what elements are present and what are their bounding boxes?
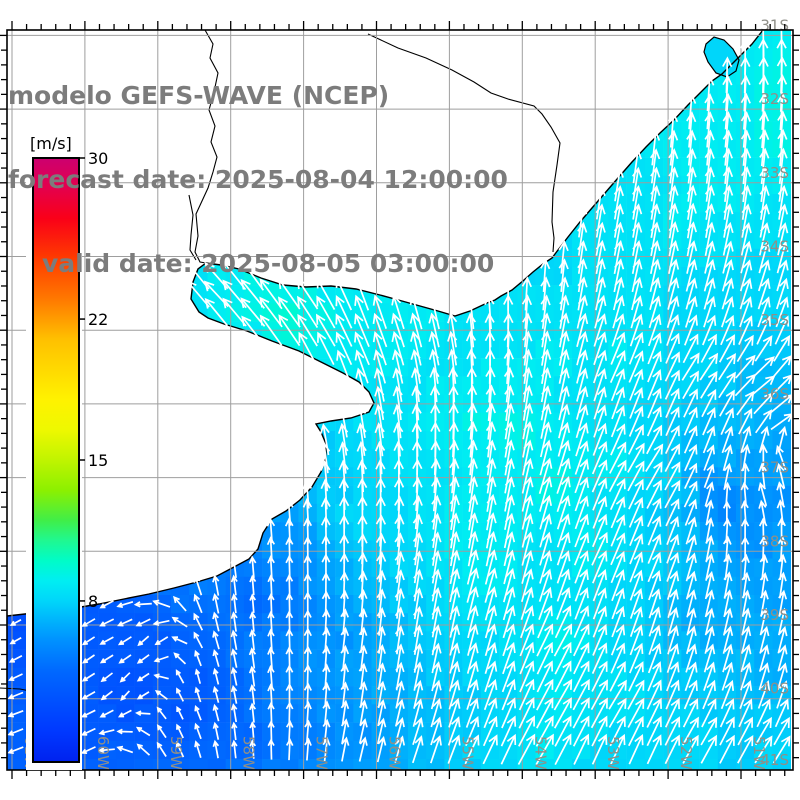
colorbar-tick-22: 22	[88, 310, 108, 329]
map-title: modelo GEFS-WAVE (NCEP) forecast date: 2…	[8, 26, 508, 334]
lon-label-54W: 54W	[531, 736, 549, 770]
title-forecast-date: forecast date: 2025-08-04 12:00:00	[8, 165, 508, 194]
lon-label-51W: 51W	[750, 736, 768, 770]
lat-label-39S: 39S	[760, 606, 789, 624]
lat-label-33S: 33S	[760, 164, 789, 182]
lon-label-53W: 53W	[604, 736, 622, 770]
river-line	[367, 33, 561, 253]
lon-label-52W: 52W	[677, 736, 695, 770]
lon-label-59W: 59W	[167, 736, 185, 770]
graticule-labels: 61W60W59W58W57W56W55W54W53W52W51W31S32S3…	[21, 16, 789, 770]
colorbar-ticks: 30 22 15 8	[79, 149, 108, 611]
lat-label-36S: 36S	[760, 385, 789, 403]
lat-label-38S: 38S	[760, 532, 789, 550]
colorbar-tick-8: 8	[88, 592, 98, 611]
title-valid-date: valid date: 2025-08-05 03:00:00	[42, 249, 495, 278]
lat-label-37S: 37S	[760, 459, 789, 477]
grid-lines	[7, 30, 793, 770]
lon-label-60W: 60W	[94, 736, 112, 770]
coastal-lagoon	[703, 36, 740, 78]
map-frame	[6, 29, 794, 771]
lon-label-58W: 58W	[240, 736, 258, 770]
lat-label-41S: 41S	[760, 751, 789, 769]
lon-label-57W: 57W	[313, 736, 331, 770]
colorbar-tick-15: 15	[88, 451, 108, 470]
lat-label-32S: 32S	[760, 90, 789, 108]
river-line	[194, 29, 219, 264]
lon-label-55W: 55W	[458, 736, 476, 770]
frame-ticks	[0, 21, 800, 779]
title-model-line: modelo GEFS-WAVE (NCEP)	[8, 81, 390, 110]
colorbar: [m/s] 30 22 15 8	[26, 118, 108, 770]
colorbar-gradient	[32, 157, 80, 763]
lat-label-35S: 35S	[760, 311, 789, 329]
lon-label-56W: 56W	[386, 736, 404, 770]
colorbar-unit-label: [m/s]	[30, 134, 72, 153]
wind-arrows	[7, 19, 794, 766]
river-line	[188, 194, 197, 261]
lat-label-40S: 40S	[760, 680, 789, 698]
colorbar-tick-30: 30	[88, 149, 108, 168]
lat-label-34S: 34S	[760, 238, 789, 256]
